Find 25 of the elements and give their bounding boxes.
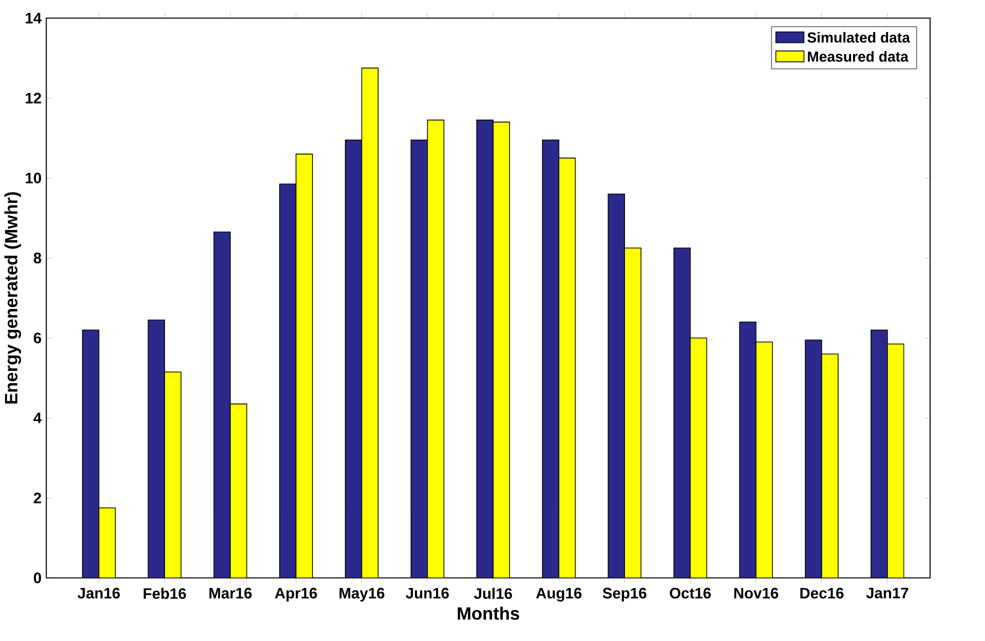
x-tick-label: Oct16 xyxy=(670,588,711,598)
x-tick-label: Nov16 xyxy=(734,588,778,598)
legend-label: Measured data xyxy=(808,51,908,62)
y-tick-label: 2 xyxy=(34,492,42,504)
y-tick-label: 12 xyxy=(26,92,42,104)
y-tick-label: 6 xyxy=(34,332,42,344)
x-tick-label: Jun16 xyxy=(406,588,449,598)
x-axis-title: Months xyxy=(458,606,520,620)
x-tick-label: Dec16 xyxy=(800,588,844,598)
y-tick-label: 4 xyxy=(33,412,42,424)
x-tick-label: May16 xyxy=(340,588,384,602)
y-axis-title: Energy generated (Mwhr) xyxy=(4,192,22,404)
legend-label: Simulated data xyxy=(807,32,910,43)
y-tick-label: 14 xyxy=(26,12,42,24)
x-tick-label: Feb16 xyxy=(144,588,186,599)
x-tick-label: Jan16 xyxy=(78,588,120,598)
x-tick-label: Jul16 xyxy=(474,588,512,599)
y-tick-label: 0 xyxy=(34,572,42,584)
y-tick-label: 8 xyxy=(34,252,42,264)
x-tick-label: Mar16 xyxy=(209,588,252,598)
x-tick-label: Aug16 xyxy=(536,588,582,602)
x-tick-label: Jan17 xyxy=(866,588,908,598)
x-tick-label: Apr16 xyxy=(274,588,317,602)
y-tick-label: 10 xyxy=(26,172,42,184)
x-tick-label: Sep16 xyxy=(602,588,646,602)
